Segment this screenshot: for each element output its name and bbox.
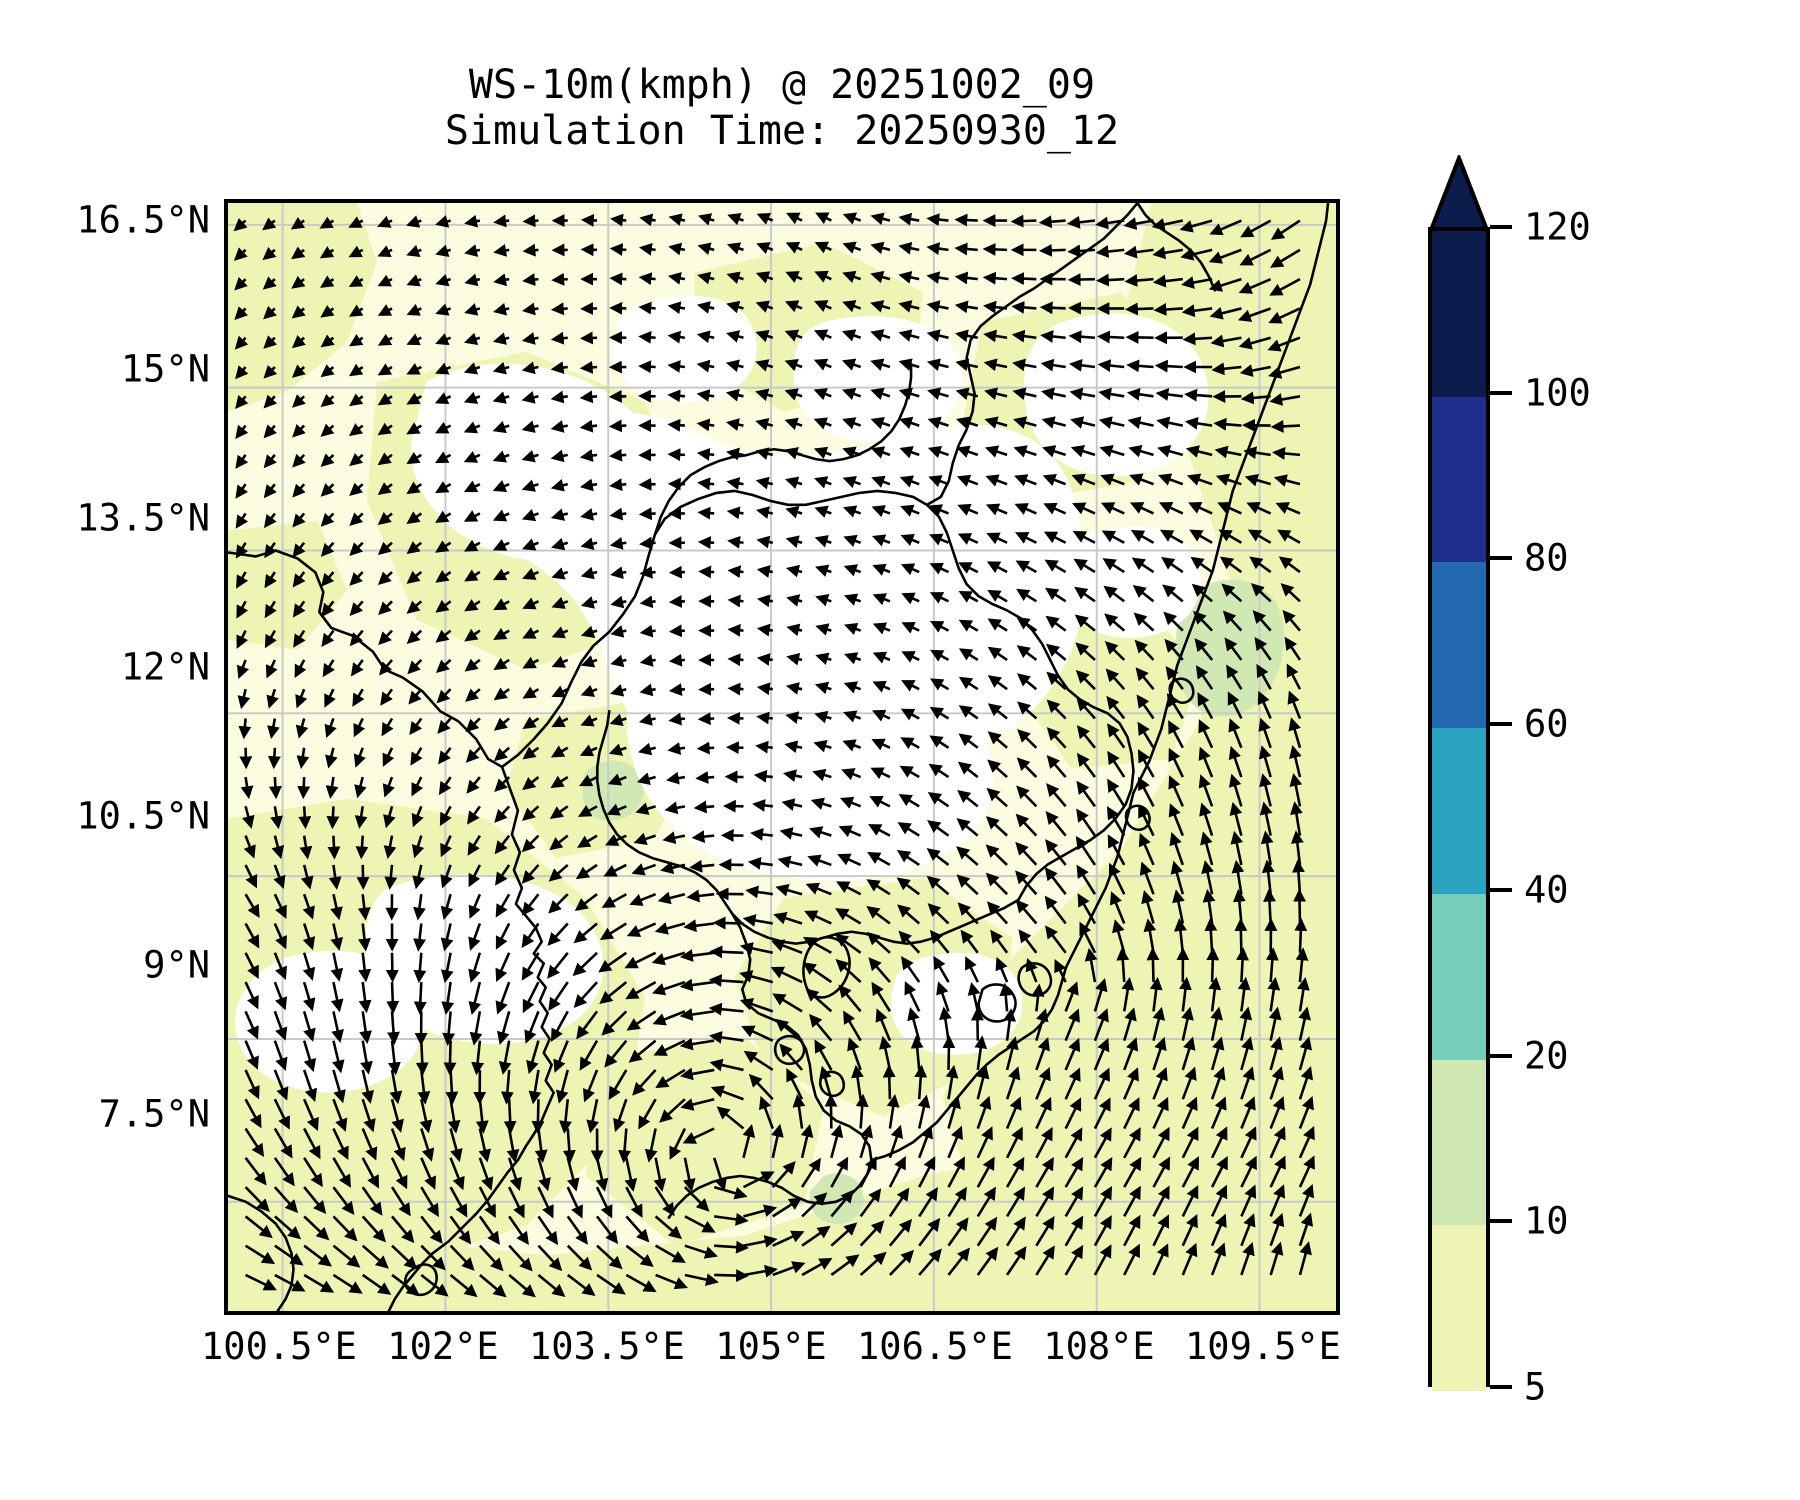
colorbar[interactable]: 120 100 80 60 40 20 10 5 [1428,152,1688,1409]
colorbar-label-60: 60 [1524,702,1569,746]
colorbar-label-5: 5 [1524,1365,1547,1409]
x-tick-label-3: 105°E [715,1325,827,1368]
colorbar-body[interactable] [1428,227,1490,1392]
colorbar-tick-80 [1490,556,1512,561]
colorbar-label-80: 80 [1524,536,1569,580]
colorbar-band-120 [1432,231,1486,398]
title-line-1: WS-10m(kmph) @ 20251002_09 [468,62,1096,108]
colorbar-band-80 [1432,562,1486,729]
chart-title: WS-10m(kmph) @ 20251002_09 Simulation Ti… [224,62,1340,154]
colorbar-label-20: 20 [1524,1034,1569,1078]
colorbar-tick-20 [1490,1053,1512,1058]
y-tick-label-0: 16.5°N [76,198,210,242]
colorbar-band-100 [1432,396,1486,563]
colorbar-label-120: 120 [1524,205,1591,249]
colorbar-tick-10 [1490,1219,1512,1224]
colorbar-band-20 [1432,1059,1486,1226]
y-tick-label-5: 9°N [143,943,210,987]
colorbar-label-100: 100 [1524,371,1591,415]
colorbar-label-10: 10 [1524,1199,1569,1243]
colorbar-band-10 [1432,1225,1486,1392]
x-tick-label-0: 100.5°E [201,1325,357,1368]
y-tick-label-6: 7.5°N [98,1092,210,1136]
x-tick-label-5: 108°E [1043,1325,1155,1368]
x-tick-label-1: 102°E [387,1325,499,1368]
map-axes[interactable] [224,199,1340,1315]
title-line-2: Simulation Time: 20250930_12 [444,108,1120,154]
colorbar-tick-120 [1490,225,1512,229]
colorbar-band-60 [1432,728,1486,895]
wind-quiver-arrows [233,212,1315,1298]
colorbar-tick-60 [1490,722,1512,727]
colorbar-band-40 [1432,893,1486,1061]
x-tick-label-4: 106.5°E [857,1325,1013,1368]
colorbar-label-40: 40 [1524,868,1569,912]
y-tick-label-4: 10.5°N [76,794,210,838]
x-tick-label-6: 109.5°E [1185,1325,1341,1368]
y-tick-label-2: 13.5°N [76,496,210,540]
y-tick-label-3: 12°N [120,645,210,689]
x-tick-label-2: 103.5°E [529,1325,685,1368]
y-tick-label-1: 15°N [120,347,210,391]
colorbar-tick-40 [1490,887,1512,892]
colorbar-tick-5 [1490,1385,1512,1389]
colorbar-extend-max-arrow [1428,152,1490,232]
colorbar-tick-100 [1490,390,1512,395]
